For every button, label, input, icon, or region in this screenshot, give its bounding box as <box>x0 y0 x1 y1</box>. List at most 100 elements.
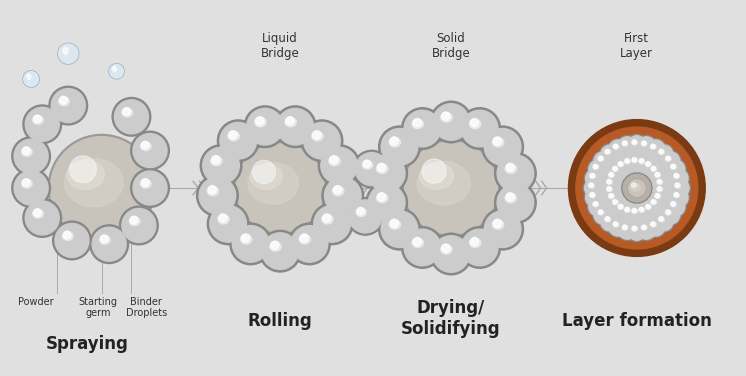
Circle shape <box>576 127 698 249</box>
Circle shape <box>25 107 59 141</box>
Circle shape <box>589 160 607 179</box>
Ellipse shape <box>632 158 637 163</box>
Circle shape <box>459 227 501 268</box>
Circle shape <box>588 196 609 217</box>
Circle shape <box>589 197 607 216</box>
Circle shape <box>637 221 656 239</box>
Ellipse shape <box>589 183 595 188</box>
Ellipse shape <box>618 162 624 167</box>
Circle shape <box>645 217 666 237</box>
Circle shape <box>433 104 469 140</box>
Circle shape <box>642 158 659 176</box>
Ellipse shape <box>492 138 504 147</box>
Circle shape <box>300 234 308 242</box>
Circle shape <box>653 175 671 194</box>
Ellipse shape <box>655 173 660 177</box>
Circle shape <box>674 173 678 177</box>
Circle shape <box>197 175 238 217</box>
Circle shape <box>623 141 627 145</box>
Circle shape <box>632 183 636 187</box>
Ellipse shape <box>630 183 640 191</box>
Ellipse shape <box>651 144 656 149</box>
Circle shape <box>614 200 633 218</box>
Circle shape <box>675 183 680 187</box>
Circle shape <box>618 137 636 155</box>
Circle shape <box>637 137 656 155</box>
Circle shape <box>594 206 612 224</box>
Circle shape <box>379 126 420 168</box>
Ellipse shape <box>651 222 656 227</box>
Ellipse shape <box>665 210 671 215</box>
Circle shape <box>593 164 598 168</box>
Circle shape <box>651 166 656 171</box>
Circle shape <box>506 163 514 172</box>
Circle shape <box>112 97 151 136</box>
Ellipse shape <box>329 156 340 166</box>
Text: Drying/
Solidifying: Drying/ Solidifying <box>401 299 501 338</box>
Circle shape <box>495 182 536 223</box>
Circle shape <box>244 106 286 147</box>
Ellipse shape <box>356 208 366 217</box>
Circle shape <box>646 205 650 209</box>
Circle shape <box>568 120 705 256</box>
Circle shape <box>627 204 646 223</box>
Circle shape <box>484 211 521 247</box>
Circle shape <box>601 212 619 231</box>
Circle shape <box>613 166 617 171</box>
Circle shape <box>613 222 618 226</box>
Circle shape <box>470 118 479 127</box>
Circle shape <box>666 160 685 179</box>
Circle shape <box>625 159 629 163</box>
Circle shape <box>260 230 301 272</box>
Circle shape <box>632 140 636 144</box>
Text: Layer formation: Layer formation <box>562 312 712 331</box>
Circle shape <box>632 226 636 230</box>
Circle shape <box>666 156 670 160</box>
Ellipse shape <box>420 163 454 189</box>
Ellipse shape <box>240 235 252 244</box>
Ellipse shape <box>63 47 68 55</box>
Ellipse shape <box>657 187 662 192</box>
Circle shape <box>470 238 479 246</box>
Circle shape <box>430 233 472 275</box>
Circle shape <box>586 188 604 207</box>
Circle shape <box>229 131 237 139</box>
Circle shape <box>349 200 382 233</box>
Circle shape <box>674 193 678 197</box>
Ellipse shape <box>645 162 651 167</box>
Circle shape <box>23 199 62 237</box>
Ellipse shape <box>613 222 618 227</box>
Ellipse shape <box>22 179 32 188</box>
Ellipse shape <box>363 161 373 169</box>
Circle shape <box>650 188 671 209</box>
Ellipse shape <box>651 167 656 171</box>
Circle shape <box>633 202 654 223</box>
Circle shape <box>651 168 669 186</box>
Circle shape <box>670 188 688 207</box>
Circle shape <box>93 227 126 261</box>
Ellipse shape <box>655 194 660 199</box>
Circle shape <box>640 156 661 177</box>
Circle shape <box>600 144 621 165</box>
Circle shape <box>609 196 627 214</box>
Circle shape <box>333 186 342 194</box>
Circle shape <box>632 158 636 162</box>
Circle shape <box>655 194 659 198</box>
Circle shape <box>363 160 371 168</box>
Ellipse shape <box>622 225 628 230</box>
Circle shape <box>590 173 595 177</box>
Ellipse shape <box>207 186 219 196</box>
Circle shape <box>413 238 421 246</box>
Ellipse shape <box>218 215 229 224</box>
Circle shape <box>277 108 313 145</box>
Circle shape <box>609 140 627 158</box>
Circle shape <box>613 144 618 148</box>
Ellipse shape <box>33 209 43 218</box>
Ellipse shape <box>122 108 133 117</box>
Circle shape <box>49 86 87 125</box>
Circle shape <box>670 169 688 188</box>
Circle shape <box>660 205 681 225</box>
Circle shape <box>604 188 624 209</box>
Circle shape <box>636 220 656 240</box>
Circle shape <box>484 129 521 165</box>
